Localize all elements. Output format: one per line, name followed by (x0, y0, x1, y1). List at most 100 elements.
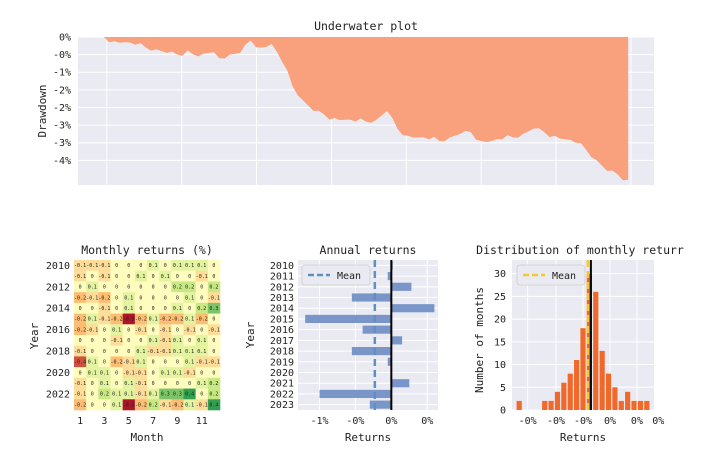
heatmap-cell (183, 281, 196, 293)
heatmap-cell (86, 356, 99, 368)
heatmap-cell (195, 292, 209, 304)
heatmap-cell (159, 335, 172, 347)
heatmap-cell-value: 0.1 (124, 381, 133, 387)
heatmap-cell (134, 335, 148, 347)
heatmap-cell-value: 0.1 (197, 349, 206, 355)
heatmap-cell (98, 367, 111, 379)
heatmap-cell-value: -0.2 (159, 317, 171, 323)
heatmap-cell-value: 0.2 (209, 392, 218, 398)
heatmap-cell-value: 0.1 (112, 392, 121, 398)
heatmap-cell-value: -0.1 (135, 392, 147, 398)
heatmap-cell (147, 377, 160, 389)
heatmap-cell (110, 270, 123, 282)
heatmap-cell (195, 270, 209, 282)
heatmap-cell (183, 324, 196, 336)
annual-y-tick-label: 2010 (270, 261, 294, 272)
heatmap-cell-value: 0.1 (88, 370, 97, 376)
heatmap-cell (98, 292, 111, 304)
heatmap-cell-value: 0.1 (173, 370, 182, 376)
heatmap-cell-value: 0 (115, 306, 118, 312)
heatmap-cell-value: -0.1 (196, 360, 208, 366)
underwater-y-tick-label: -2% (53, 103, 71, 114)
heatmap-cell (110, 335, 123, 347)
heatmap-cell (207, 388, 221, 400)
annual-y-tick-label: 2018 (270, 347, 294, 358)
heatmap-cell (147, 302, 160, 314)
heatmap-cell-value: 0 (164, 381, 167, 387)
heatmap-cell (207, 335, 221, 347)
annual-legend-label: Mean (337, 271, 361, 282)
heatmap-cell-value: 0.1 (149, 392, 158, 398)
annual-bar (391, 379, 410, 388)
heatmap-cell-value: 0.1 (185, 360, 194, 366)
distribution-bar (516, 400, 522, 410)
distribution-bar (605, 373, 612, 410)
heatmap-cell (134, 302, 148, 314)
heatmap-cell-value: 0.1 (161, 274, 170, 280)
heatmap-cell-value: 0.1 (100, 370, 109, 376)
heatmap-cell-value: -0.1 (208, 360, 220, 366)
heatmap-cell-value: 0 (79, 338, 82, 344)
heatmap-cell (98, 399, 111, 411)
underwater-y-tick-label: -0% (53, 50, 71, 61)
heatmap-cell (74, 324, 87, 336)
annual-y-tick-label: 2013 (270, 293, 294, 304)
heatmap-cell-value: 0.2 (209, 285, 218, 291)
heatmap-cell (183, 388, 196, 400)
heatmap-cell (74, 388, 87, 400)
heatmap-cell-value: -0.1 (123, 360, 135, 366)
heatmap-cell (122, 270, 136, 282)
distribution-bar (612, 387, 618, 410)
heatmap-cell-value: 0 (115, 263, 118, 269)
heatmap-cell-value: -0.1 (98, 263, 110, 269)
distribution-x-tick-label: -0% (574, 416, 592, 427)
heatmap-cell-value: 0.3 (173, 392, 182, 398)
heatmap-y-tick-label: 2012 (46, 282, 70, 293)
heatmap-cell (183, 367, 196, 379)
heatmap-cell (207, 302, 221, 314)
distribution-x-tick-label: 0% (652, 416, 664, 427)
heatmap-cell (74, 356, 87, 368)
heatmap-x-ticks: 1 3 5 7 9 11 (77, 416, 208, 427)
heatmap-cell (159, 367, 172, 379)
distribution-x-tick-label: -0% (519, 416, 537, 427)
heatmap-cell (134, 281, 148, 293)
heatmap-cell (74, 302, 87, 314)
heatmap-cell (98, 388, 111, 400)
heatmap-cell-value: 0 (139, 295, 142, 301)
heatmap-cell (159, 302, 172, 314)
heatmap-cell-value: 0 (212, 370, 215, 376)
distribution-bar (554, 391, 561, 410)
heatmap-cell-value: -0.1 (74, 349, 86, 355)
heatmap-cell-value: 0 (164, 360, 167, 366)
distribution-legend-label: Mean (552, 271, 576, 282)
annual-x-ticks: -1% -0% 0% 0% (311, 416, 434, 427)
heatmap-cell-value: 0.1 (173, 263, 182, 269)
heatmap-cell-value: 0 (127, 274, 130, 280)
heatmap-cell (147, 270, 160, 282)
heatmap-cell-value: 0.1 (136, 274, 145, 280)
underwater-y-axis-label: Drawdown (36, 85, 49, 138)
annual-returns-bars (305, 261, 435, 409)
heatmap-cell (159, 345, 172, 357)
annual-y-tick-label: 2012 (270, 282, 294, 293)
distribution-title: Distribution of monthly returr (476, 243, 684, 257)
heatmap-cell (74, 399, 87, 411)
heatmap-cell (110, 281, 123, 293)
annual-y-tick-label: 2021 (270, 379, 294, 390)
heatmap-cell-value: 0.1 (112, 327, 121, 333)
heatmap-cell-value: 0.1 (185, 349, 194, 355)
annual-bar (351, 293, 392, 302)
heatmap-cell (86, 399, 99, 411)
heatmap-cell-value: 0 (200, 327, 203, 333)
heatmap-y-tick-label: 2014 (46, 304, 70, 315)
heatmap-cell-value: -0.1 (159, 327, 171, 333)
heatmap-cell (122, 388, 136, 400)
heatmap-y-tick-label: 2018 (46, 347, 70, 358)
heatmap-cell-value: -0.1 (74, 274, 86, 280)
heatmap-cell-value: -0.2 (196, 317, 208, 323)
distribution-bar (593, 291, 599, 410)
monthly-returns-heatmap: -0.1 -0.1 -0.1 0 0 0 0.1 0 0.1 0.1 0.1 0-0.1 0 -0.1 0 0… (28, 243, 221, 444)
annual-bar (362, 325, 392, 334)
distribution-legend: Mean (516, 264, 586, 286)
